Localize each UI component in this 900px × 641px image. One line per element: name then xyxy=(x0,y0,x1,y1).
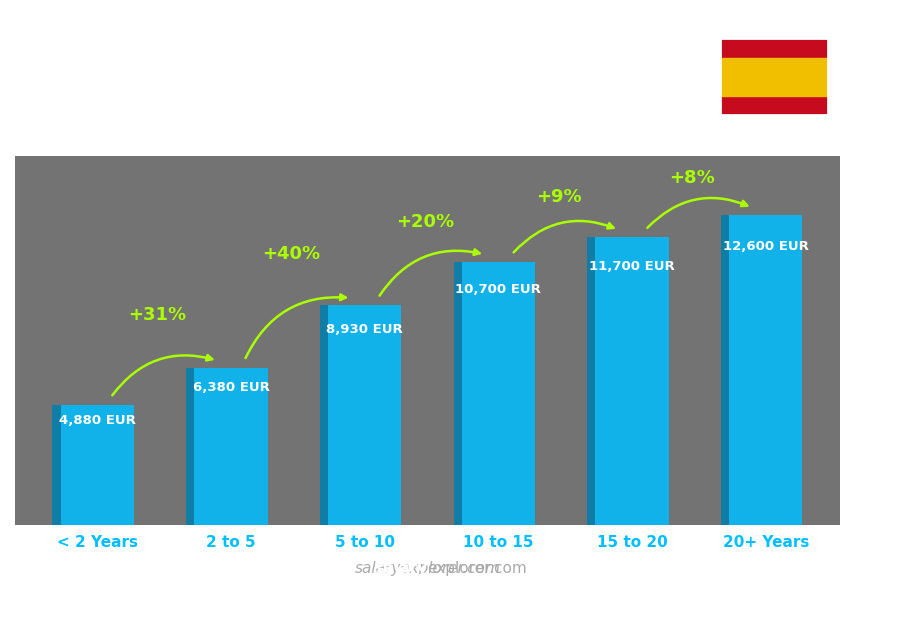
Bar xyxy=(721,215,729,525)
Bar xyxy=(729,215,803,525)
Text: salary: salary xyxy=(375,562,428,576)
Text: +31%: +31% xyxy=(129,306,186,324)
Text: Average Monthly Salary: Average Monthly Salary xyxy=(868,254,878,387)
Bar xyxy=(328,305,401,525)
Text: Salary Comparison By Experience: Salary Comparison By Experience xyxy=(23,108,549,136)
Text: +9%: +9% xyxy=(536,188,581,206)
Text: explorer.com: explorer.com xyxy=(428,562,527,576)
Text: 4,880 EUR: 4,880 EUR xyxy=(58,415,136,428)
Bar xyxy=(595,237,669,525)
Bar xyxy=(454,262,462,525)
Text: salaryexplorer.com: salaryexplorer.com xyxy=(355,562,500,576)
Bar xyxy=(588,237,595,525)
Text: 12,600 EUR: 12,600 EUR xyxy=(723,240,809,253)
Bar xyxy=(194,368,267,525)
Bar xyxy=(720,58,828,96)
Text: Surgeon: Surgeon xyxy=(23,138,98,156)
Text: +20%: +20% xyxy=(396,213,454,231)
Bar xyxy=(320,305,328,525)
Text: 6,380 EUR: 6,380 EUR xyxy=(193,381,269,394)
Bar xyxy=(462,262,536,525)
Text: 10,700 EUR: 10,700 EUR xyxy=(455,283,541,296)
Bar xyxy=(60,405,134,525)
Bar xyxy=(52,405,60,525)
Text: +40%: +40% xyxy=(262,245,320,263)
Text: 8,930 EUR: 8,930 EUR xyxy=(327,323,403,336)
Text: +8%: +8% xyxy=(670,169,716,187)
Text: 11,700 EUR: 11,700 EUR xyxy=(590,260,675,273)
Bar xyxy=(186,368,194,525)
